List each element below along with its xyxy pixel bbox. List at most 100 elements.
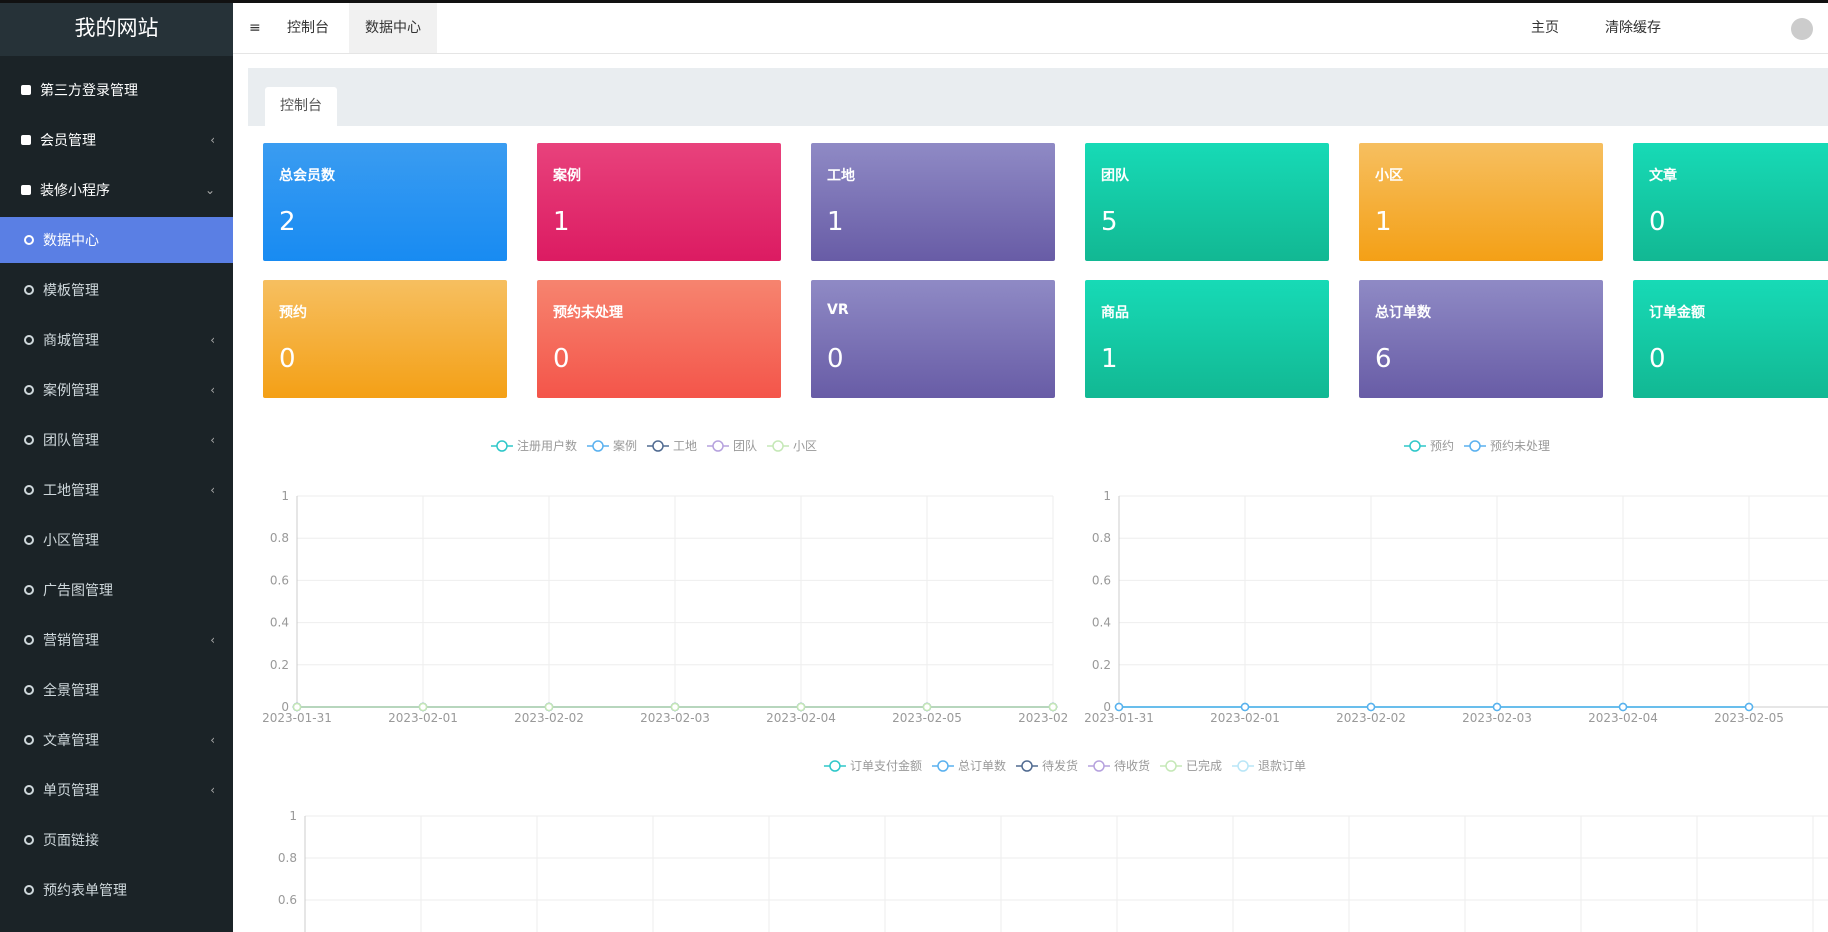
menu-label: 单页管理 xyxy=(43,783,99,799)
stat-title: 订单金额 xyxy=(1649,305,1705,321)
menu-item[interactable]: 会员管理 ‹ xyxy=(0,117,233,163)
page-tab[interactable]: 控制台 xyxy=(265,87,337,127)
top-link[interactable]: 清除缓存 xyxy=(1605,20,1661,36)
legend-symbol xyxy=(829,760,841,772)
menu-icon xyxy=(21,185,31,195)
stat-value: 0 xyxy=(1649,207,1666,237)
legend-symbol xyxy=(1409,440,1421,452)
stat-title: 总订单数 xyxy=(1375,305,1431,321)
stat-value: 1 xyxy=(827,207,844,237)
menu-item[interactable]: 营销管理 ‹ xyxy=(0,617,233,663)
menu-icon xyxy=(24,685,34,695)
menu-item[interactable]: 文章管理 ‹ xyxy=(0,717,233,763)
top-tab[interactable]: 控制台 xyxy=(287,20,329,36)
data-point xyxy=(922,702,932,712)
data-point xyxy=(292,702,302,712)
y-tick-label: 0.6 xyxy=(278,893,297,907)
menu-item[interactable]: 模板管理 xyxy=(0,267,233,313)
top-link[interactable]: 主页 xyxy=(1531,20,1559,36)
menu-item[interactable]: 数据中心 xyxy=(0,217,233,263)
menu-icon xyxy=(24,735,34,745)
stat-value: 1 xyxy=(1375,207,1392,237)
data-point xyxy=(544,702,554,712)
legend-label: 待收货 xyxy=(1114,758,1150,773)
menu-icon xyxy=(24,885,34,895)
data-point xyxy=(922,702,932,712)
y-tick-label: 0.4 xyxy=(270,616,289,630)
menu-arrow: ‹ xyxy=(210,483,215,497)
legend-item: 待发货 xyxy=(1015,758,1078,773)
legend-item: 订单支付金额 xyxy=(823,758,922,773)
data-point xyxy=(292,702,302,712)
stat-value: 0 xyxy=(827,344,844,374)
x-tick-label: 2023-02-06 xyxy=(1018,711,1088,725)
menu-item[interactable]: 单页管理 ‹ xyxy=(0,767,233,813)
data-point xyxy=(418,702,428,712)
data-point xyxy=(544,702,554,712)
x-tick-label: 2023-01-31 xyxy=(262,711,332,725)
data-point xyxy=(418,702,428,712)
stat-title: 小区 xyxy=(1375,168,1403,184)
menu-icon xyxy=(21,85,31,95)
legend-symbol xyxy=(1237,760,1249,772)
menu-label: 工地管理 xyxy=(43,483,99,499)
menu-item[interactable]: 装修小程序 ⌄ xyxy=(0,167,233,213)
menu-arrow: ‹ xyxy=(210,333,215,347)
y-tick-label: 1 xyxy=(289,809,297,823)
stat-value: 0 xyxy=(553,344,570,374)
menu-icon xyxy=(24,335,34,345)
menu-item[interactable]: 广告图管理 xyxy=(0,567,233,613)
legend: 注册用户数 案例 工地 团队 小区 xyxy=(490,438,817,453)
data-point xyxy=(1744,702,1754,712)
stat-value: 1 xyxy=(1101,344,1118,374)
menu-icon xyxy=(24,785,34,795)
menu-label: 数据中心 xyxy=(43,233,99,249)
menu-item[interactable]: 小区管理 xyxy=(0,517,233,563)
menu-item[interactable]: 预约表单管理 xyxy=(0,867,233,913)
legend-item: 总订单数 xyxy=(931,758,1006,773)
legend-item: 小区 xyxy=(767,439,817,453)
menu-item[interactable]: 页面链接 xyxy=(0,817,233,863)
data-point xyxy=(1048,702,1058,712)
x-tick-label: 2023-02-05 xyxy=(1714,711,1784,725)
stat-title: 文章 xyxy=(1649,168,1677,184)
menu-label: 预约表单管理 xyxy=(43,883,127,899)
menu-label: 案例管理 xyxy=(43,383,99,399)
menu-item[interactable]: 全景管理 xyxy=(0,667,233,713)
legend-label: 工地 xyxy=(673,439,697,453)
menu-item[interactable]: 工地管理 ‹ xyxy=(0,467,233,513)
x-tick-label: 2023-02-01 xyxy=(1210,711,1280,725)
legend-label: 注册用户数 xyxy=(517,438,577,453)
menu-arrow: ‹ xyxy=(210,133,215,147)
menu-item[interactable]: 第三方登录管理 xyxy=(0,67,233,113)
data-point xyxy=(796,702,806,712)
data-point xyxy=(670,702,680,712)
stat-title: 团队 xyxy=(1101,168,1129,184)
data-point xyxy=(796,702,806,712)
stat-card: 订单金额 0 xyxy=(1633,280,1828,398)
stat-card: VR 0 xyxy=(811,280,1055,398)
data-point xyxy=(922,702,932,712)
legend-item: 工地 xyxy=(646,439,697,453)
menu-arrow: ‹ xyxy=(210,783,215,797)
top-tab[interactable]: 数据中心 xyxy=(349,3,437,53)
stat-card: 预约未处理 0 xyxy=(537,280,781,398)
menu-label: 会员管理 xyxy=(40,133,96,149)
data-point xyxy=(796,702,806,712)
menu-arrow: ‹ xyxy=(210,733,215,747)
menu-toggle[interactable]: ≡ xyxy=(249,20,261,36)
x-tick-label: 2023-02-02 xyxy=(1336,711,1406,725)
menu-item[interactable]: 团队管理 ‹ xyxy=(0,417,233,463)
menu-item[interactable]: 商城管理 ‹ xyxy=(0,317,233,363)
legend-symbol xyxy=(937,760,949,772)
data-point xyxy=(796,702,806,712)
stat-title: 预约未处理 xyxy=(553,305,623,321)
legend-symbol xyxy=(1165,760,1177,772)
menu-item[interactable]: 案例管理 ‹ xyxy=(0,367,233,413)
y-tick-label: 0 xyxy=(281,700,289,714)
menu-arrow: ⌄ xyxy=(204,183,215,197)
avatar[interactable] xyxy=(1791,18,1813,40)
legend-symbol xyxy=(496,440,508,452)
stat-title: 案例 xyxy=(553,168,581,184)
